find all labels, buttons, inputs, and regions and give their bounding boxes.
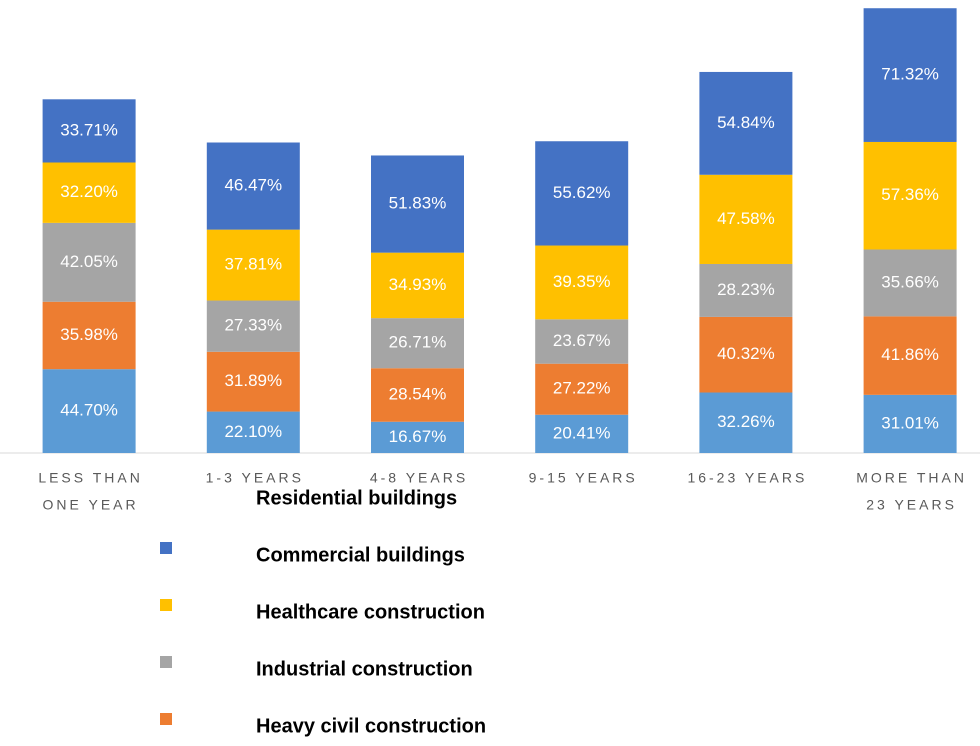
data-label: 23.67% [553, 331, 611, 350]
bar-segment [535, 363, 629, 415]
bar-segment [42, 222, 136, 302]
bar-segment [42, 99, 136, 163]
bar-segment [699, 71, 793, 175]
x-tick-label: 1-3 YEARS [206, 470, 304, 486]
data-label: 27.22% [553, 379, 611, 398]
bar-segment [371, 368, 464, 422]
bar-segment [863, 249, 957, 317]
x-tick-label: ONE YEAR [43, 497, 139, 513]
data-label: 33.71% [60, 120, 118, 139]
bar-segment [371, 421, 464, 453]
legend-label: Healthcare construction [256, 601, 485, 623]
legend-swatch [160, 542, 172, 554]
data-label: 35.98% [60, 325, 118, 344]
data-label: 40.32% [717, 344, 775, 363]
bar-segment [863, 394, 957, 453]
bar-segment [371, 252, 464, 319]
data-label: 34.93% [389, 275, 447, 294]
data-label: 28.23% [717, 280, 775, 299]
data-label: 27.33% [224, 316, 282, 335]
bar-segment [206, 300, 300, 352]
data-label: 22.10% [224, 422, 282, 441]
bar-segment [206, 142, 300, 230]
data-label: 31.89% [224, 371, 282, 390]
data-label: 71.32% [881, 65, 939, 84]
data-label: 57.36% [881, 185, 939, 204]
legend-label: Residential buildings [256, 487, 457, 509]
bar-segment [699, 174, 793, 264]
data-label: 51.83% [389, 194, 447, 213]
bar-segment [206, 411, 300, 453]
data-label: 20.41% [553, 423, 611, 442]
x-tick-label: 16-23 YEARS [687, 470, 807, 486]
data-label: 41.86% [881, 345, 939, 364]
bar-segment [371, 318, 464, 369]
data-label: 16.67% [389, 427, 447, 446]
x-tick-label: 4-8 YEARS [370, 470, 468, 486]
data-label: 46.47% [224, 176, 282, 195]
legend-label: Heavy civil construction [256, 715, 486, 737]
bar-segment [206, 351, 300, 412]
data-label: 44.70% [60, 401, 118, 420]
data-label: 35.66% [881, 272, 939, 291]
bar-segment [42, 369, 136, 453]
bar-segment [863, 141, 957, 250]
bar-segment [863, 316, 957, 395]
legend-label: Industrial construction [256, 658, 473, 680]
data-label: 47.58% [717, 209, 775, 228]
data-label: 54.84% [717, 113, 775, 132]
legend-swatch [160, 713, 172, 725]
x-tick-label: MORE THAN [856, 470, 967, 486]
x-tick-label: 9-15 YEARS [529, 470, 638, 486]
x-tick-label: LESS THAN [38, 470, 143, 486]
bar-segment [535, 319, 629, 364]
bar-segment [699, 263, 793, 317]
bar-segment [206, 229, 300, 301]
bar-segment [699, 316, 793, 393]
legend-label: Commercial buildings [256, 544, 465, 566]
bar-segment [699, 392, 793, 453]
data-label: 55.62% [553, 183, 611, 202]
data-label: 26.71% [389, 333, 447, 352]
legend-swatch [160, 599, 172, 611]
data-label: 32.20% [60, 182, 118, 201]
data-label: 28.54% [389, 384, 447, 403]
legend-swatch [160, 656, 172, 668]
bar-segment [863, 8, 957, 142]
bar-segment [535, 141, 629, 246]
bar-segment [371, 155, 464, 253]
data-label: 39.35% [553, 272, 611, 291]
bar-segment [535, 245, 629, 320]
data-label: 32.26% [717, 412, 775, 431]
bar-segment [42, 162, 136, 223]
bar-segment [535, 414, 629, 453]
x-tick-label: 23 YEARS [866, 497, 957, 513]
data-label: 31.01% [881, 413, 939, 432]
data-label: 42.05% [60, 252, 118, 271]
data-label: 37.81% [224, 255, 282, 274]
bar-segment [42, 301, 136, 370]
